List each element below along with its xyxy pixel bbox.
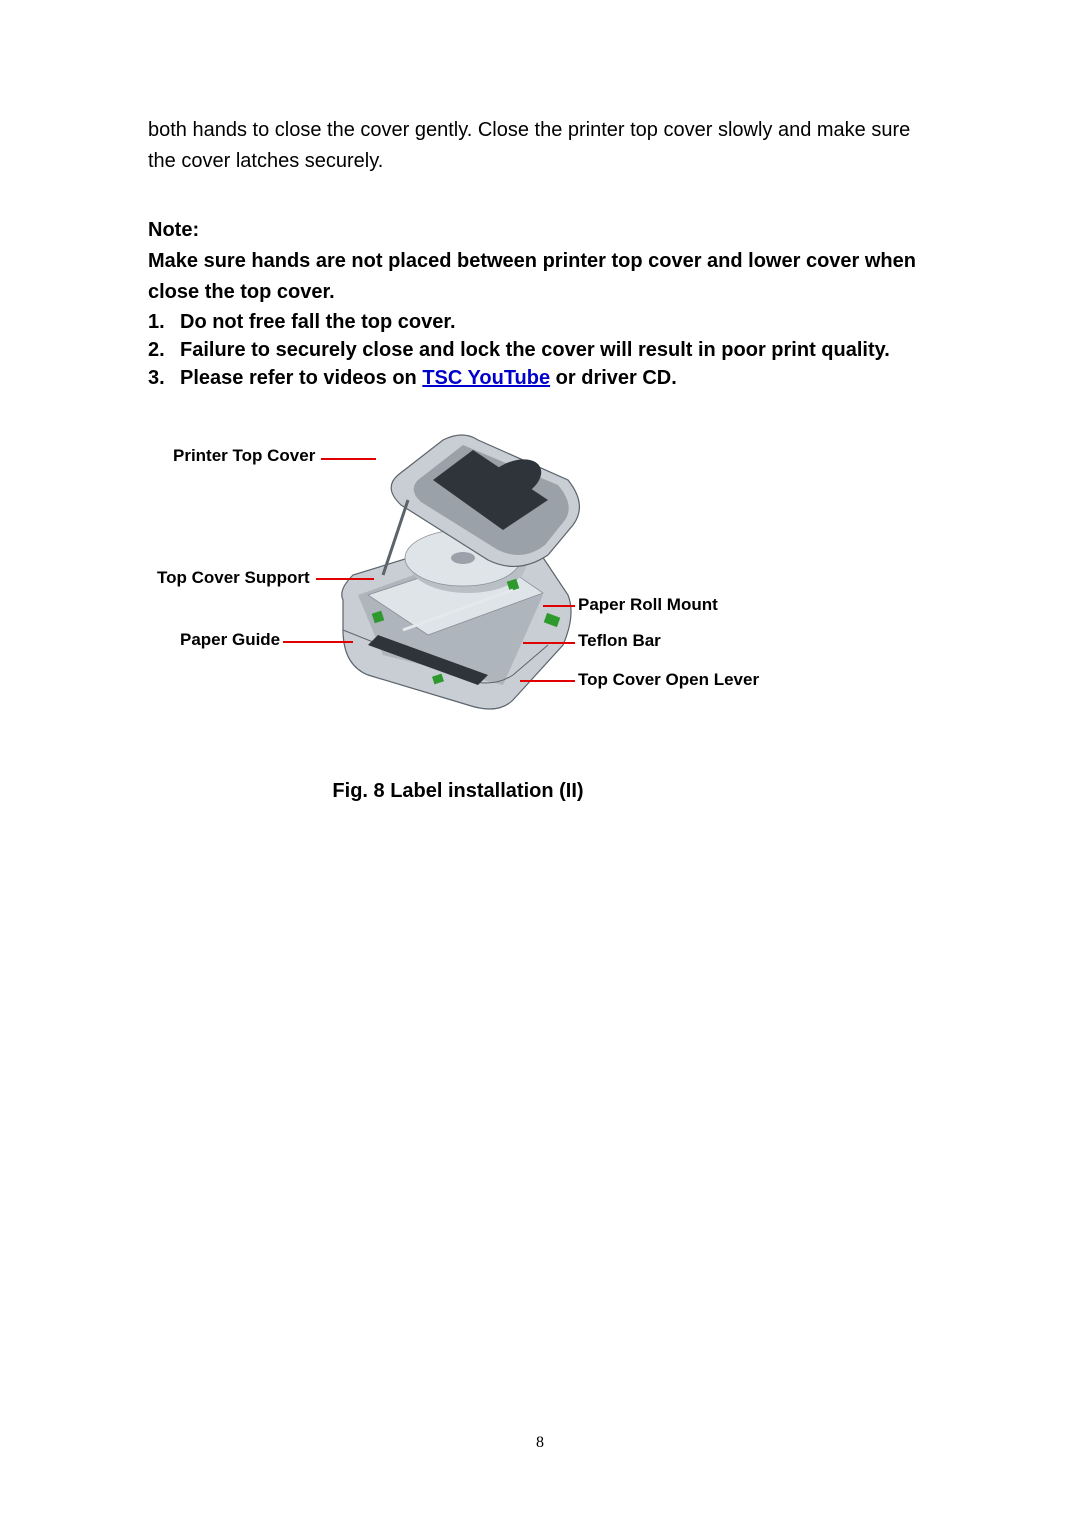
label-top-cover-support: Top Cover Support [157, 568, 310, 588]
printer-illustration [313, 420, 613, 720]
leader-line [283, 641, 353, 643]
leader-line [520, 680, 575, 682]
label-paper-roll-mount: Paper Roll Mount [578, 595, 718, 615]
leader-line [316, 578, 374, 580]
list-number: 1. [148, 308, 165, 336]
list-text: Do not free fall the top cover. [180, 311, 456, 333]
note-header: Note: [148, 215, 940, 246]
note-list: 1. Do not free fall the top cover. 2. Fa… [148, 308, 940, 392]
note-item: 3. Please refer to videos on TSC YouTube… [148, 364, 940, 392]
tsc-youtube-link[interactable]: TSC YouTube [422, 367, 550, 389]
note-section: Note: Make sure hands are not placed bet… [148, 215, 940, 392]
label-top-cover-open-lever: Top Cover Open Lever [578, 670, 759, 690]
page-number: 8 [0, 1434, 1080, 1452]
page-content: both hands to close the cover gently. Cl… [0, 0, 1080, 803]
leader-line [543, 605, 575, 607]
note-item: 2. Failure to securely close and lock th… [148, 336, 940, 364]
intro-paragraph: both hands to close the cover gently. Cl… [148, 115, 940, 177]
leader-line [321, 458, 376, 460]
list-text: Failure to securely close and lock the c… [180, 339, 890, 361]
list-number: 2. [148, 336, 165, 364]
label-paper-guide: Paper Guide [180, 630, 280, 650]
list-number: 3. [148, 364, 165, 392]
list-suffix: or driver CD. [550, 367, 677, 389]
figure-caption: Fig. 8 Label installation (II) [148, 780, 768, 803]
note-warning: Make sure hands are not placed between p… [148, 246, 940, 308]
leader-line [523, 642, 575, 644]
label-printer-top-cover: Printer Top Cover [173, 446, 315, 466]
note-item: 1. Do not free fall the top cover. [148, 308, 940, 336]
label-teflon-bar: Teflon Bar [578, 631, 661, 651]
diagram-container: Printer Top Cover Top Cover Support Pape… [148, 420, 948, 750]
list-prefix: Please refer to videos on [180, 367, 422, 389]
